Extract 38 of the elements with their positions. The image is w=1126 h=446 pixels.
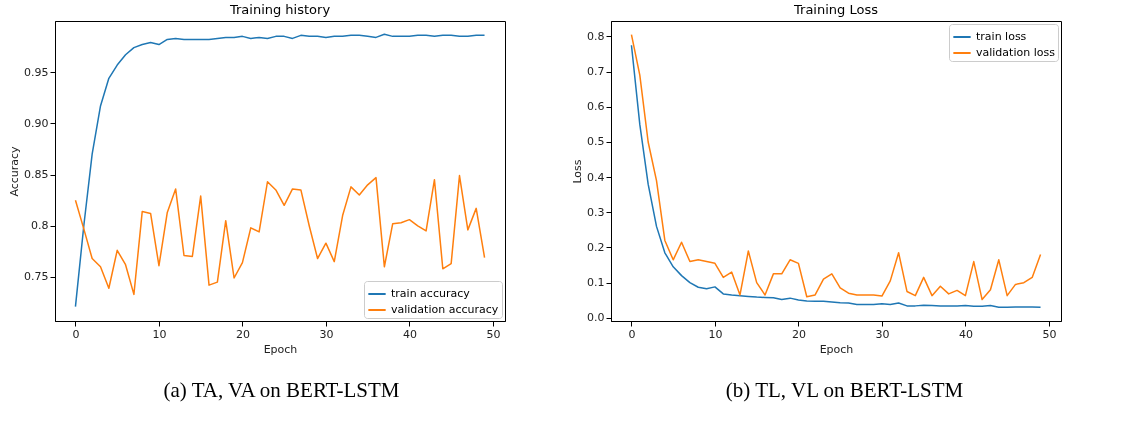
y-tick-label: 0.95 [24,65,49,79]
x-tick-label: 50 [486,327,501,341]
x-tick-label: 40 [402,327,417,341]
x-axis-title: Epoch [819,342,854,356]
y-tick-label: 0.85 [24,168,49,182]
y-axis-title: Loss [571,159,585,184]
legend-label: validation loss [976,46,1056,59]
x-tick-label: 10 [708,327,723,341]
text: (b) TL, VL on BERT-LSTM [724,378,965,403]
y-tick-label: 0.4 [587,170,605,184]
y-tick-label: 0.8 [587,29,605,43]
y-tick-label: 0.90 [24,116,49,130]
chart-title: Training Loss [793,2,879,17]
y-tick-label: 0.8 [31,219,49,233]
x-tick-label: 30 [875,327,890,341]
y-tick-label: 0.2 [587,240,605,254]
y-tick-label: 0.3 [587,205,605,219]
y-tick-label: 0.5 [587,135,605,149]
y-tick-label: 0.0 [587,311,605,325]
x-tick-label: 20 [791,327,806,341]
x-tick-label: 30 [319,327,334,341]
x-tick-label: 10 [152,327,167,341]
chart-title: Training history [228,2,331,17]
legend-label: validation accuracy [391,303,499,316]
y-axis-title: Accuracy [8,145,22,197]
y-tick-label: 0.6 [587,100,605,114]
x-tick-label: 50 [1042,327,1057,341]
x-tick-label: 0 [72,327,80,341]
legend-label: train accuracy [391,287,471,300]
x-tick-label: 20 [235,327,250,341]
y-tick-label: 0.1 [587,276,605,290]
y-tick-label: 0.75 [24,270,49,284]
text: (a) TA, VA on BERT-LSTM [162,378,401,403]
y-tick-label: 0.7 [587,65,605,79]
x-tick-label: 40 [958,327,973,341]
x-tick-label: 0 [628,327,636,341]
x-axis-title: Epoch [263,342,298,356]
legend-label: train loss [976,30,1027,43]
